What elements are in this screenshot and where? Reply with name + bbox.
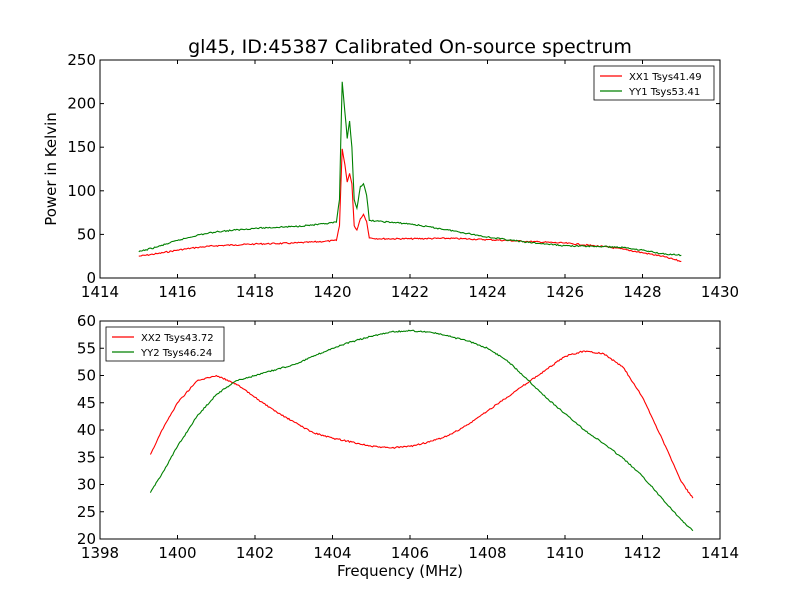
x-axis-label: Frequency (MHz) <box>337 562 463 580</box>
y-tick-label: 250 <box>67 51 96 69</box>
legend: XX1 Tsys41.49 YY1 Tsys53.41 <box>593 65 715 101</box>
legend-box <box>105 326 225 362</box>
x-tick-label: 1428 <box>623 283 661 301</box>
x-tick-label: 1426 <box>546 283 584 301</box>
x-tick-label: 1422 <box>391 283 429 301</box>
y-tick-label: 35 <box>77 448 96 466</box>
x-tick-label: 1424 <box>468 283 506 301</box>
x-tick-label: 1430 <box>701 283 739 301</box>
subplot-2: 1398 1400 1402 1404 1406 1408 1410 1412 1414 20 25… <box>77 312 739 580</box>
y-tick-label: 40 <box>77 421 96 439</box>
x-tick-label: 1400 <box>158 544 196 562</box>
x-tick-label: 1418 <box>236 283 274 301</box>
x-tick-label: 1414 <box>701 544 739 562</box>
x-tick-label: 1404 <box>313 544 351 562</box>
x-tick-label: 1408 <box>468 544 506 562</box>
series-line-xx1 <box>138 148 682 262</box>
series-line-yy2 <box>149 329 694 532</box>
legend-label: YY1 Tsys53.41 <box>628 87 700 98</box>
x-tick-label: 1402 <box>236 544 274 562</box>
legend-label: XX1 Tsys41.49 <box>629 72 702 83</box>
plots: 1414 1416 1418 1420 1422 1424 1426 1428 14300501… <box>42 51 739 580</box>
subplot-1: 1414 1416 1418 1420 1422 1424 1426 1428 1430 0 50 1… <box>42 51 739 301</box>
legend-label: YY2 Tsys46.24 <box>140 348 212 359</box>
y-tick-label: 50 <box>77 367 96 385</box>
y-tick-label: 25 <box>77 503 96 521</box>
y-tick-label: 100 <box>67 182 96 200</box>
x-tick-label: 1410 <box>546 544 584 562</box>
figure-title: gl45, ID:45387 Calibrated On-source spec… <box>188 36 632 58</box>
legend: XX2 Tsys43.72 YY2 Tsys46.24 <box>105 326 225 362</box>
x-tick-label: 1414 <box>81 283 119 301</box>
y-tick-label: 50 <box>77 225 96 243</box>
y-tick-label: 55 <box>77 339 96 357</box>
y-axis-label: Power in Kelvin <box>42 112 60 226</box>
x-tick-label: 1416 <box>158 283 196 301</box>
series-line-yy1 <box>138 81 682 257</box>
legend-box <box>593 65 715 101</box>
y-tick-label: 150 <box>67 138 96 156</box>
x-tick-label: 1406 <box>391 544 429 562</box>
y-tick-label: 45 <box>77 394 96 412</box>
y-tick-label: 200 <box>67 95 96 113</box>
y-tick-label: 20 <box>77 530 96 548</box>
series-line-xx2 <box>149 350 694 499</box>
y-tick-label: 60 <box>77 312 96 330</box>
legend-label: XX2 Tsys43.72 <box>141 333 214 344</box>
x-tick-label: 1398 <box>81 544 119 562</box>
x-tick-label: 1412 <box>623 544 661 562</box>
y-tick-label: 0 <box>86 269 96 287</box>
y-tick-label: 30 <box>77 476 96 494</box>
x-tick-label: 1420 <box>313 283 351 301</box>
